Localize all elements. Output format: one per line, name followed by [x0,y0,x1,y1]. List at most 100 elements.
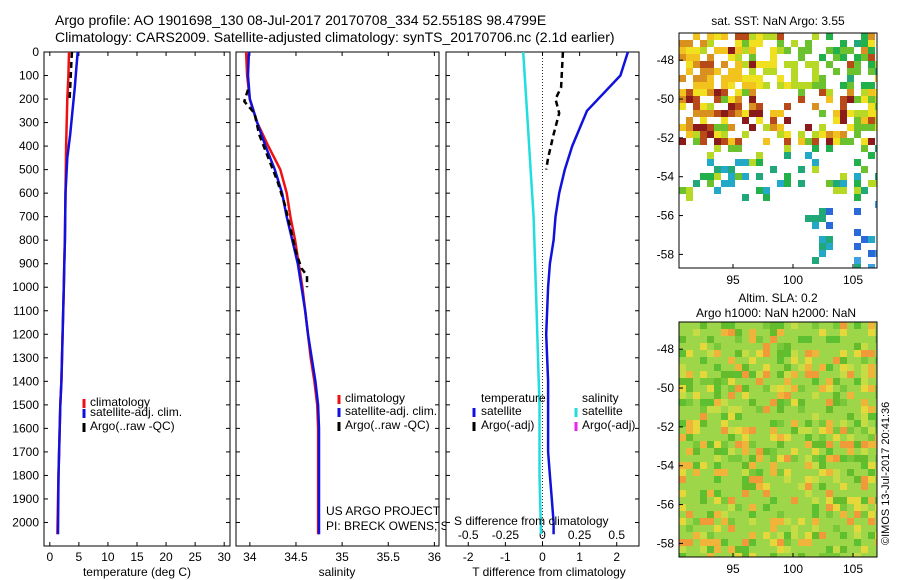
sla-cell [721,532,728,539]
lat-tick-label: -52 [657,131,675,145]
sla-cell [840,518,847,525]
sla-cell [861,525,868,532]
sla-cell [826,448,833,455]
sst-cell [875,103,877,110]
sst-cell [714,96,721,103]
sst-cell [777,124,784,131]
sla-cell [847,392,854,399]
sla-cell [700,497,707,504]
sst-cell [742,40,749,47]
sla-cell [693,469,700,476]
sla-cell [875,441,877,448]
sst-cell [679,103,686,110]
sla-cell [798,392,805,399]
sst-cell [861,117,868,124]
sla-cell [721,322,728,329]
sst-cell [819,236,826,243]
sst-cell [826,222,833,229]
sla-cell [854,497,861,504]
sst-cell [812,33,819,40]
sla-cell [826,539,833,546]
sst-cell [707,110,714,117]
sst-cell [735,96,742,103]
x-tick-label: 34 [243,550,257,564]
sla-cell [749,483,756,490]
sla-cell [840,539,847,546]
sst-cell [693,54,700,61]
sst-cell [861,166,868,173]
sla-cell [693,441,700,448]
sla-cell [770,469,777,476]
x-tick-label: 30 [218,550,232,564]
sla-cell [728,329,735,336]
x-tick-label: -1 [500,550,511,564]
sst-cell [721,96,728,103]
sst-map-frame [678,32,878,269]
sst-cell [693,180,700,187]
sst-cell [707,159,714,166]
sla-cell [714,525,721,532]
sla-cell [847,490,854,497]
salinity-xlabel: salinity [319,565,356,579]
sla-cell [798,364,805,371]
depth-tick-label: 1600 [12,421,39,435]
sla-cell [784,546,791,553]
sla-cell [840,329,847,336]
sla-cell [847,413,854,420]
sla-cell [861,511,868,518]
sla-cell [735,350,742,357]
sla-cell [742,462,749,469]
sla-cell [728,406,735,413]
sla-cell [805,336,812,343]
sla-cell [812,518,819,525]
sst-cell [819,89,826,96]
sst-cell [707,89,714,96]
sla-cell [854,448,861,455]
sla-cell [875,434,877,441]
sst-cell [847,75,854,82]
sst-cell [791,68,798,75]
sst-cell [812,166,819,173]
sla-cell [791,399,798,406]
sla-cell [728,322,735,329]
sst-cell [833,117,840,124]
sla-cell [735,420,742,427]
sla-map-panel: Altim. SLA: 0.2 Argo h1000: NaN h2000: N… [657,291,878,576]
sst-cell [840,131,847,138]
sla-cell [735,413,742,420]
sla-cell [728,392,735,399]
salinity-x-axis: 34 34.5 35 35.5 36 [243,52,441,564]
sla-cell [791,350,798,357]
sla-cell [875,504,877,511]
sla-cell [826,511,833,518]
sla-cell [728,357,735,364]
sla-cell [854,420,861,427]
sst-cell [854,117,861,124]
sla-cell [819,434,826,441]
sst-cell [847,82,854,89]
sla-cell [784,350,791,357]
sst-cell [875,89,877,96]
sst-cell [861,82,868,89]
sst-cell [714,131,721,138]
sla-cell [686,350,693,357]
sla-cell [868,532,875,539]
sla-cell [700,322,707,329]
sst-cell [777,82,784,89]
sst-cell [735,47,742,54]
sst-cell [798,54,805,61]
sla-cell [763,518,770,525]
sst-cell [868,47,875,54]
sla-cell [749,546,756,553]
sst-cell [840,117,847,124]
sla-cell [686,511,693,518]
series-line-argo-raw-qc- [68,51,74,100]
sla-cell [819,469,826,476]
sla-cell [861,483,868,490]
sla-cell [742,371,749,378]
figure-title-line1: Argo profile: AO 1901698_130 08-Jul-2017… [55,12,546,28]
legend-header-temperature: temperature [481,391,546,405]
sst-cell [868,236,875,243]
sla-cell [728,371,735,378]
sla-cell [875,553,877,557]
